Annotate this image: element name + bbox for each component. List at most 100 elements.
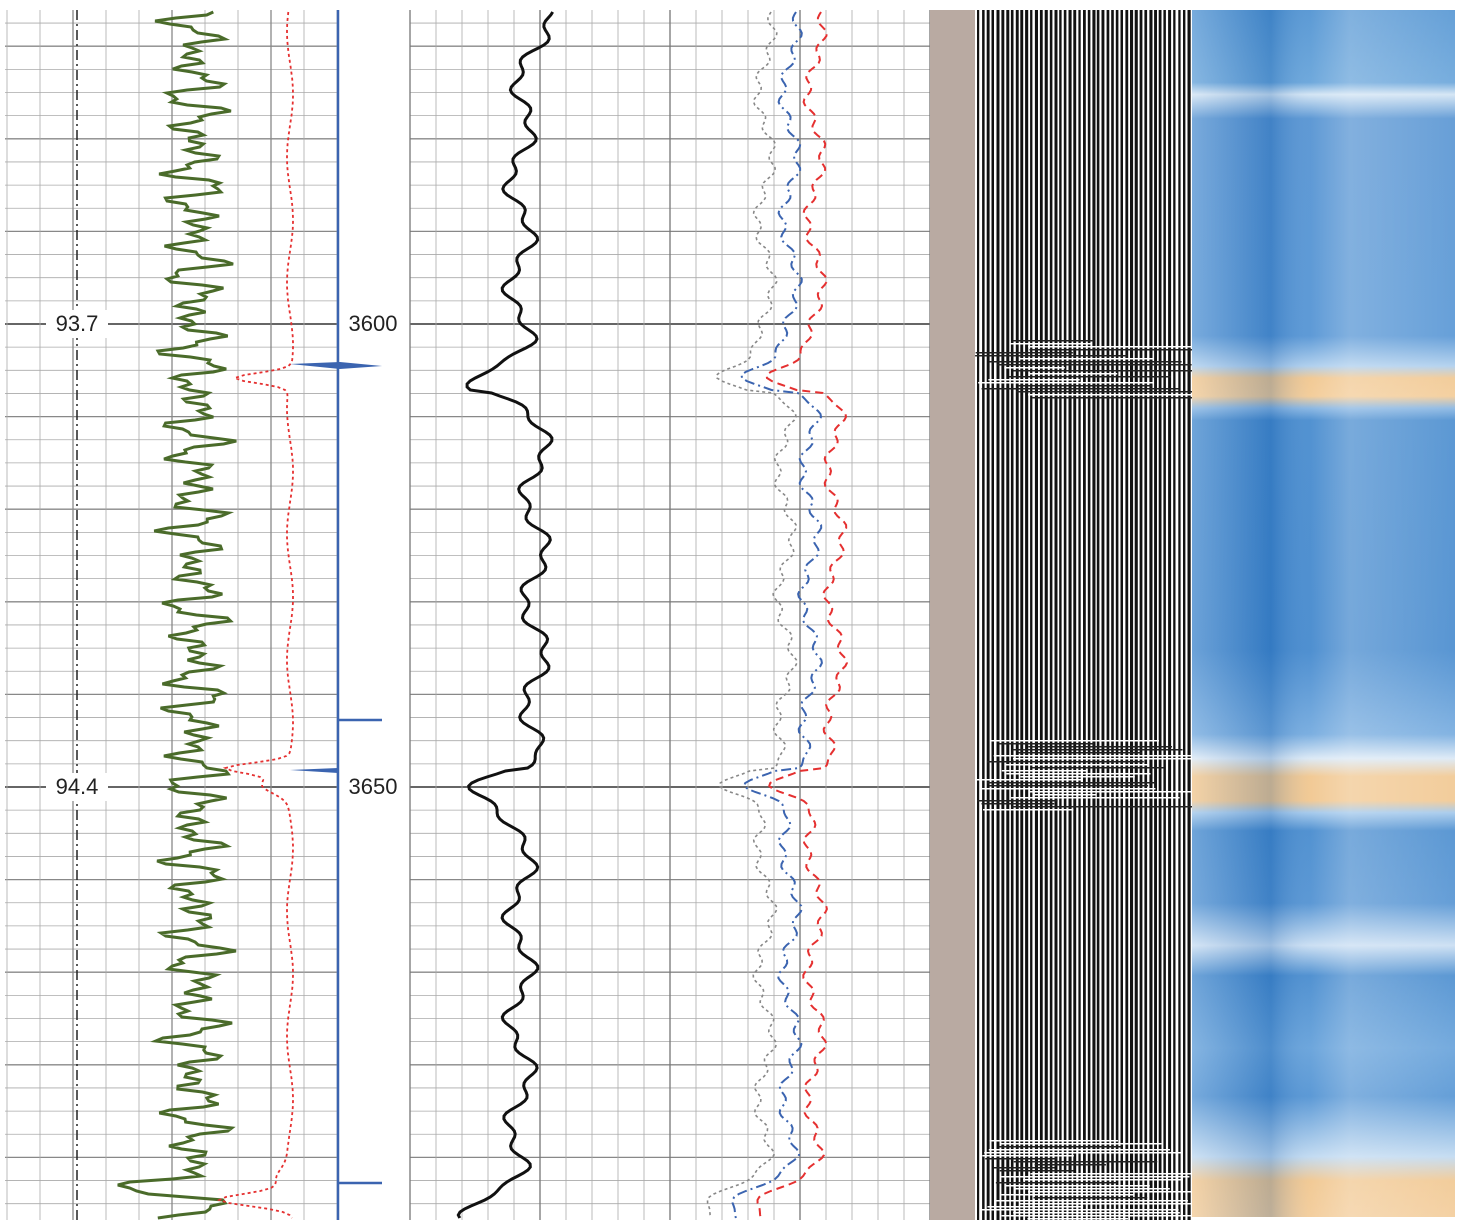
blue-curve	[731, 11, 823, 1219]
waveform-stripe	[1044, 10, 1048, 1220]
waveform-stripe	[1125, 10, 1129, 1220]
waveform-stripe	[1115, 10, 1119, 1220]
waveform-noise	[979, 788, 1156, 790]
label-bg	[46, 310, 108, 338]
waveform-stripe	[1068, 10, 1072, 1220]
waveform-stripe	[1039, 10, 1043, 1220]
waveform-noise	[1016, 391, 1211, 393]
waveform-noise	[1006, 773, 1151, 775]
waveform-stripe	[1158, 10, 1162, 1220]
waveform-stripe	[1001, 10, 1005, 1220]
waveform-noise	[999, 1170, 1074, 1172]
waveform-noise	[1029, 349, 1204, 351]
waveform-noise	[1028, 1191, 1215, 1193]
waveform-noise	[978, 382, 1154, 384]
waveform-noise	[1028, 346, 1222, 348]
waveform-noise	[1001, 1176, 1190, 1178]
waveform-noise	[993, 1167, 1055, 1169]
waveform-stripe	[1173, 10, 1176, 1220]
waveform-noise	[1001, 1194, 1135, 1196]
waveform-noise	[998, 1146, 1122, 1148]
waveform-noise	[987, 1206, 1084, 1208]
waveform-stripe	[1139, 10, 1143, 1220]
waveform-noise	[981, 1209, 1179, 1211]
waveform-stripe	[1154, 10, 1157, 1220]
waveform-noise	[1001, 1215, 1193, 1217]
waveform-stripe	[1106, 10, 1110, 1220]
waveform-noise	[998, 743, 1095, 745]
waveform-noise	[1013, 1212, 1180, 1214]
label-bg	[342, 773, 404, 801]
waveform-noise	[1000, 1143, 1162, 1145]
waveform-stripe	[1034, 10, 1038, 1220]
waveform-noise	[985, 1158, 1057, 1160]
waveform-noise	[1027, 394, 1218, 396]
waveform-noise	[993, 755, 1202, 757]
waveform-stripe	[1101, 10, 1105, 1220]
waveform-noise	[1023, 1179, 1183, 1181]
waveform-stripe	[1120, 10, 1123, 1220]
waveform-noise	[977, 800, 1058, 802]
waveform-stripe	[1078, 10, 1081, 1220]
waveform-noise	[983, 809, 1074, 811]
waveform-stripe	[1015, 10, 1019, 1220]
waveform-stripe	[1059, 10, 1062, 1220]
waveform-noise	[1028, 746, 1173, 748]
waveform-stripe	[1020, 10, 1024, 1220]
waveform-noise	[1029, 373, 1118, 375]
waveform-noise	[1004, 1185, 1150, 1187]
waveform-noise	[1027, 1218, 1129, 1220]
waveform-noise	[989, 1140, 1119, 1142]
waveform-stripe	[977, 10, 980, 1220]
waveform-stripe	[1096, 10, 1100, 1220]
caliper-strip	[930, 10, 975, 1220]
marker	[290, 768, 338, 773]
waveform-noise	[989, 361, 1182, 363]
waveform-noise	[1019, 358, 1153, 360]
waveform-noise	[982, 1155, 1074, 1157]
waveform-stripe	[1168, 10, 1172, 1220]
waveform-noise	[1011, 797, 1180, 799]
waveform-image	[975, 10, 1227, 1220]
depth-label: 3600	[349, 311, 398, 336]
waveform-noise	[1012, 749, 1183, 751]
waveform-noise	[987, 782, 1156, 784]
waveform-noise	[995, 1182, 1117, 1184]
waveform-noise	[1033, 1197, 1148, 1199]
waveform-noise	[975, 352, 1073, 354]
waveform-stripe	[1187, 10, 1191, 1220]
waveform-stripe	[1030, 10, 1033, 1220]
waveform-noise	[986, 761, 1144, 763]
waveform-stripe	[982, 10, 985, 1220]
black-curve	[456, 11, 554, 1219]
waveform-noise	[1013, 370, 1212, 372]
waveform-stripe	[1073, 10, 1077, 1220]
waveform-stripe	[1010, 10, 1014, 1220]
waveform-noise	[1004, 367, 1065, 369]
labels: 93.7 94.4 3600 3650	[46, 310, 404, 801]
marker	[290, 362, 382, 369]
waveform-stripe	[1149, 10, 1153, 1220]
label-bg	[342, 310, 404, 338]
waveform-noise	[1012, 758, 1204, 760]
waveform-noise	[1014, 1188, 1170, 1190]
waveform-noise	[1001, 770, 1087, 772]
waveform-noise	[1018, 752, 1142, 754]
waveform-stripe	[1163, 10, 1166, 1220]
depth-markers	[290, 362, 382, 1185]
label-bg	[46, 773, 108, 801]
red-dashed-curve	[756, 11, 848, 1219]
waveform-noise	[1013, 1161, 1158, 1163]
waveform-noise	[976, 779, 1082, 781]
waveform-noise	[1032, 397, 1207, 399]
waveform-noise	[981, 803, 1055, 805]
curves	[76, 10, 848, 1220]
waveform-stripe	[1049, 10, 1053, 1220]
attenuation-shade	[1192, 10, 1455, 1217]
waveform-stripe	[991, 10, 994, 1220]
waveform-noise	[1031, 767, 1165, 769]
waveform-noise	[989, 740, 1160, 742]
waveform-stripe	[996, 10, 1000, 1220]
waveform-noise	[1030, 1173, 1208, 1175]
